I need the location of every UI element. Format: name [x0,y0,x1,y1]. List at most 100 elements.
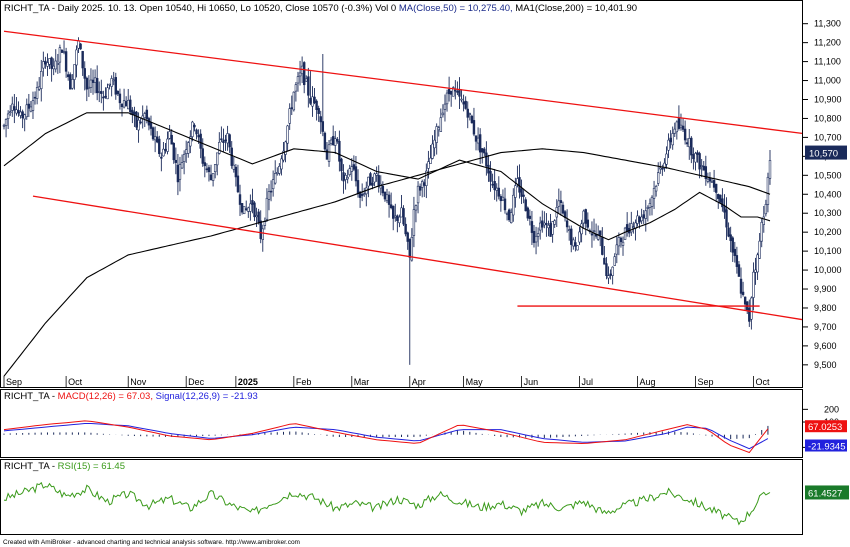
candles [2,37,772,365]
rsi-value-box [805,485,849,500]
candle-body [489,171,492,182]
candle-body [120,103,124,108]
candle-body [29,106,33,112]
candle-body [754,269,757,273]
x-axis: Sep Oct Nov Dec 2025 Feb Mar Apr May Jun Jul Aug Sep… [3,376,770,388]
candle-body [213,164,217,173]
last-price-box [805,145,847,160]
candle-body [385,194,389,202]
candle-body [565,220,569,228]
candle-body [240,203,244,213]
price-panel: 9,500 9,600 9,700 9,800 9,900 10,000 10,100 10,… [2,19,847,388]
candle-body [619,237,623,243]
candle-body [17,110,20,114]
candle-body [371,182,374,186]
candle-body [584,209,587,224]
price-axis-label: 11,300 [814,19,841,29]
candle-body [574,242,577,247]
candle-body [261,228,264,240]
candle-body [164,149,167,151]
candle-body [671,133,674,146]
candle-body [590,233,594,236]
candle-body [282,150,285,161]
candle-body [514,185,517,198]
candle-body [501,196,505,201]
candle-body [230,147,233,166]
candle-body [557,200,561,207]
candle-body [160,156,163,159]
candle-body [603,257,606,265]
candle-body [447,89,451,95]
candle-body [652,187,656,199]
candle-body [648,203,652,208]
candle-body [102,96,105,99]
candle-body [35,87,39,99]
rsi-panel-frame [0,459,803,535]
candle-body [209,174,213,181]
candle-body [431,143,434,159]
candle-body [727,227,730,237]
candle-body [265,197,269,220]
signal-line [3,423,769,450]
candle-body [526,207,529,219]
ma50-line [3,112,771,241]
candle-body [151,127,155,140]
candle-body [646,207,650,209]
candle-body [23,114,26,120]
candle-body [617,237,621,247]
price-axis-label: 11,100 [814,57,841,67]
candle-body [389,204,393,209]
candle-body [95,77,99,94]
candle-body [62,51,66,53]
price-axis-label: 9,600 [814,341,837,351]
candle-body [642,214,645,219]
candle-body [578,231,581,243]
candle-body [203,162,207,167]
candle-body [427,161,430,169]
candle-body [452,87,455,97]
candle-body [412,209,416,236]
candle-body [454,89,457,92]
x-axis-label: Jun [524,377,539,387]
candle-body [418,186,422,191]
candle-body [375,173,378,176]
candle-body [305,78,308,82]
candle-body [474,135,478,142]
candle-body [98,91,101,93]
candle-body [66,74,70,78]
candle-body [369,173,372,186]
candle-body [104,95,107,98]
candle-body [750,297,753,320]
candle-body [601,237,604,255]
candle-body [348,168,351,175]
x-axis-label: Oct [755,377,770,387]
candle-body [592,230,596,233]
candle-body [294,84,298,92]
candle-body [81,51,84,69]
candle-body [143,113,146,118]
macd-value-box [805,420,847,433]
candle-body [344,174,347,180]
candle-body [543,222,546,226]
candle-body [69,74,72,90]
candle-body [327,144,331,162]
price-panel-frame [0,0,803,388]
candle-body [321,121,325,132]
candle-body [704,166,708,179]
candle-body [739,278,743,294]
candle-body [381,185,385,194]
candle-body [615,244,619,255]
candle-body [360,194,364,196]
candle-body [694,153,697,163]
candle-body [25,104,28,118]
candle-body [688,138,691,148]
candle-body [621,241,625,246]
candle-body [89,79,93,88]
candle-body [638,216,641,223]
candle-body [329,139,333,144]
macd-value-label: 67.0253 [808,422,842,433]
candle-body [307,76,310,96]
price-axis-label: 9,500 [814,360,837,370]
candle-body [456,91,459,93]
candle-body [238,194,242,205]
